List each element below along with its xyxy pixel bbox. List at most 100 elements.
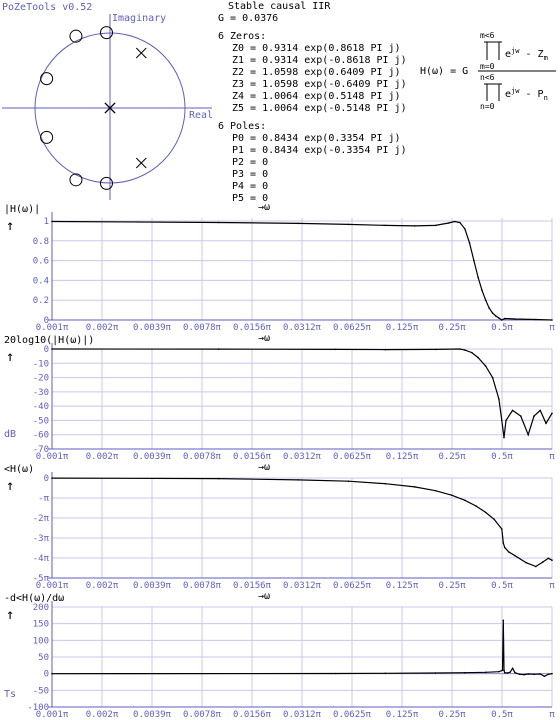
data-point	[543, 675, 546, 678]
chart-magnitude-db[interactable]: 0.001π 0.002π 0.0039π 0.0078π 0.0156π 0.0312π…	[4, 333, 555, 462]
y-tick-label: 0.4	[33, 276, 49, 286]
data-point	[347, 480, 350, 483]
pz-markers	[40, 26, 147, 190]
data-point	[495, 315, 497, 317]
data-point	[334, 672, 337, 675]
stability-text: Stable causal IIR	[228, 1, 331, 12]
data-point	[551, 672, 553, 675]
data-point	[464, 671, 466, 674]
y-tick-label: -5π	[33, 574, 50, 584]
data-point	[502, 542, 505, 544]
zero-0: Z0 = 0.9314 exp(0.8618 PI j)	[232, 43, 401, 54]
x-tick-label: 0.0312π	[283, 581, 322, 591]
zero-5: Z5 = 1.0064 exp(-0.5148 PI j)	[232, 103, 407, 114]
x-tick-label: 0.001π	[36, 710, 69, 720]
poles-header: 6 Poles:	[218, 121, 266, 132]
data-point	[464, 228, 466, 230]
y-tick-label: -20	[33, 374, 49, 384]
zero-2: Z2 = 1.0598 exp(0.6409 PI j)	[232, 67, 401, 78]
x-tick-label: 0.125π	[386, 452, 419, 462]
data-point	[434, 672, 437, 674]
x-tick-label: 0.25π	[438, 581, 466, 591]
data-point	[539, 409, 541, 412]
data-point	[477, 356, 479, 359]
data-point	[297, 479, 300, 481]
pole-marker-5[interactable]	[104, 102, 116, 114]
series-line	[51, 477, 553, 568]
chart-group-delay[interactable]: 0.001π 0.002π 0.0039π 0.0078π 0.0156π 0.0312π…	[4, 591, 555, 720]
data-point	[514, 554, 516, 557]
data-point	[498, 398, 500, 400]
data-point	[545, 422, 547, 425]
data-point	[453, 220, 456, 223]
data-point	[488, 307, 491, 309]
data-point	[434, 348, 437, 351]
x-axis-label: →ω	[258, 591, 270, 602]
zero-marker-3[interactable]	[69, 173, 83, 187]
y-tick-label: 0	[44, 670, 49, 680]
data-point	[501, 528, 503, 530]
y-tick-label: -100	[27, 703, 49, 713]
data-point	[547, 673, 550, 676]
data-point	[297, 222, 300, 225]
data-point	[384, 482, 387, 485]
chart-magnitude[interactable]: 0.001π 0.002π 0.0039π 0.0078π 0.0156π 0.0312π…	[4, 202, 555, 333]
data-point	[539, 673, 541, 675]
x-tick-label: 0.5π	[491, 452, 513, 462]
y-tick-label: 200	[33, 603, 49, 613]
x-tick-label: 0.0039π	[133, 581, 172, 591]
x-tick-label: 0.002π	[86, 710, 119, 720]
data-point	[551, 559, 553, 561]
data-point	[509, 671, 511, 674]
x-tick-label: 0.002π	[86, 323, 119, 333]
y-unit-label: Ts	[4, 689, 16, 700]
x-tick-label: 0.0078π	[183, 581, 222, 591]
x-tick-label: 0.0156π	[233, 581, 272, 591]
data-point	[501, 419, 503, 422]
data-point	[471, 351, 473, 354]
data-point	[384, 348, 387, 351]
formula-den-top: n<6	[480, 73, 495, 82]
data-point	[505, 419, 507, 422]
x-tick-label: 0.0625π	[333, 581, 372, 591]
pole-0: P0 = 0.8434 exp(0.3354 PI j)	[232, 133, 401, 144]
chart-phase[interactable]: 0.001π 0.002π 0.0039π 0.0078π 0.0156π 0.0312π…	[4, 462, 555, 591]
data-point	[484, 671, 487, 674]
pole-zero-plot[interactable]: Imaginary Real	[2, 13, 213, 200]
y-tick-label: -π	[38, 494, 49, 504]
x-tick-label: 0.0039π	[133, 323, 172, 333]
zero-marker-2[interactable]	[69, 29, 83, 43]
x-axis-label: →ω	[258, 462, 270, 473]
transfer-function-formula: H(ω) = G m<6 m=0 ejw - Zm n<6 n=0 ejw - …	[420, 31, 556, 111]
zero-marker-4[interactable]	[99, 26, 113, 40]
zero-4: Z4 = 1.0064 exp(0.5148 PI j)	[232, 91, 401, 102]
zero-1: Z1 = 0.9314 exp(-0.8618 PI j)	[232, 55, 407, 66]
zero-marker-0[interactable]	[40, 72, 54, 86]
zero-marker-1[interactable]	[40, 130, 54, 144]
data-point	[475, 505, 477, 507]
data-point	[334, 348, 337, 351]
x-tick-label: 0.0078π	[183, 452, 222, 462]
y-arrow-icon: ↑	[6, 218, 14, 234]
data-point	[503, 669, 505, 672]
y-arrow-icon: ↑	[6, 349, 14, 365]
data-point	[501, 319, 503, 321]
data-point	[518, 673, 521, 676]
pole-marker-0[interactable]	[135, 47, 147, 59]
y-arrow-icon: ↑	[6, 478, 14, 494]
data-point	[511, 667, 514, 670]
data-point	[498, 670, 500, 673]
x-tick-label: 0.002π	[86, 581, 119, 591]
pole-marker-1[interactable]	[135, 157, 147, 169]
data-point	[464, 349, 466, 351]
data-point	[484, 299, 487, 302]
zero-marker-5[interactable]	[99, 176, 113, 190]
data-point	[464, 499, 466, 502]
data-point	[450, 494, 453, 497]
data-point	[525, 561, 527, 564]
y-tick-label: 0	[44, 316, 49, 326]
y-tick-label: -60	[33, 431, 49, 441]
data-point	[527, 433, 529, 436]
x-tick-label: 0.0039π	[133, 452, 172, 462]
